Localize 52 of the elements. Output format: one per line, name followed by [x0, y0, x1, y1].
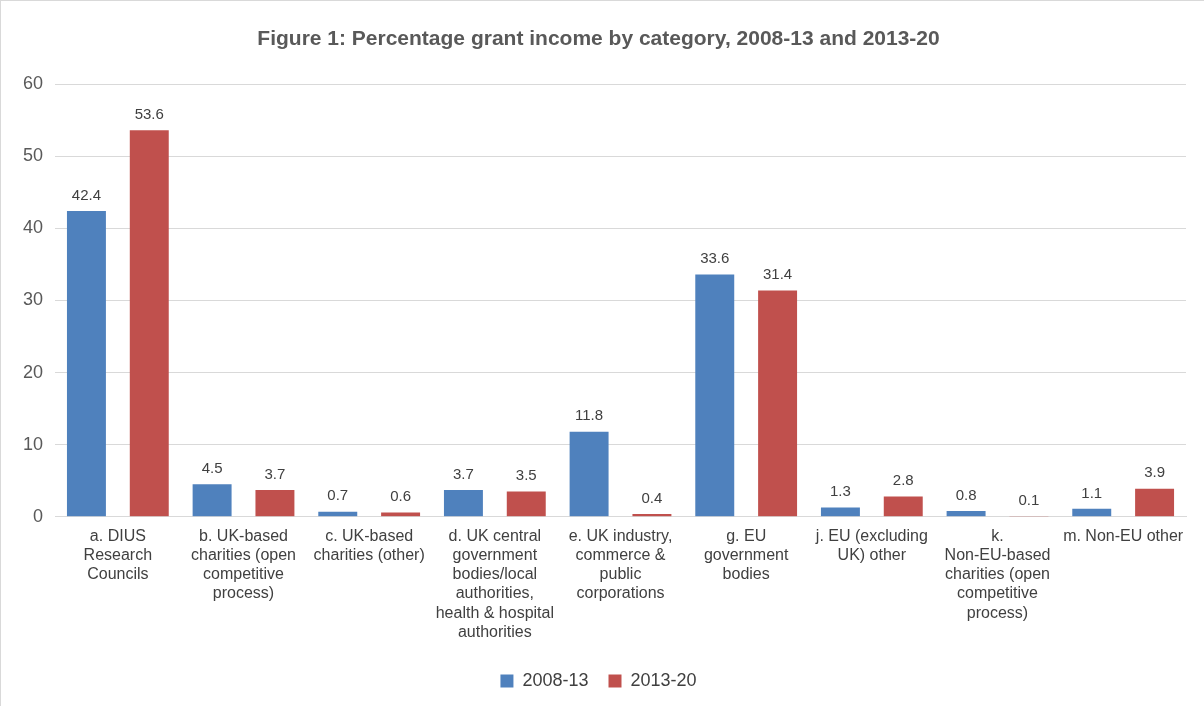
x-tick-label: d. UK central government bodies/local authorities, health & hospital authorities — [435, 526, 554, 640]
bar — [820, 507, 860, 517]
data-label: 53.6 — [134, 104, 164, 122]
bar — [443, 490, 483, 517]
bar — [569, 431, 609, 517]
data-label: 42.4 — [71, 185, 102, 203]
legend-label: 2008-13 — [522, 669, 589, 690]
bar — [1135, 488, 1175, 517]
data-label: 31.4 — [762, 265, 793, 283]
chart-title: Figure 1: Percentage grant income by category, 2008-13 and 2013-20 — [257, 26, 940, 50]
bar — [1072, 508, 1112, 517]
bar — [192, 484, 232, 517]
legend-label: 2013-20 — [630, 669, 697, 690]
bar — [946, 511, 986, 517]
bar — [883, 496, 923, 517]
data-label: 33.6 — [700, 249, 730, 267]
x-tick-label: m. Non-EU other — [1063, 526, 1184, 544]
x-tick-label: a. DIUS Research Councils — [83, 526, 153, 583]
data-label: 2.8 — [892, 471, 914, 489]
y-tick-label: 60 — [22, 73, 44, 94]
data-label: 3.5 — [515, 466, 537, 484]
data-label: 4.5 — [201, 459, 223, 476]
y-tick-label: 30 — [22, 289, 44, 310]
x-tick-label: b. UK-based charities (open competitive process) — [191, 526, 296, 602]
data-label: 0.7 — [327, 486, 349, 504]
data-label: 3.9 — [1144, 463, 1166, 481]
data-label: 1.3 — [829, 482, 851, 500]
y-tick-label: 0 — [33, 505, 44, 526]
y-tick-label: 50 — [22, 145, 44, 166]
x-tick-label: k. Non-EU-based charities (open competitive process) — [944, 526, 1051, 621]
bar — [506, 491, 546, 517]
bar — [129, 130, 169, 517]
bar — [66, 211, 106, 517]
data-label: 3.7 — [453, 464, 474, 482]
x-tick-label: g. EU government bodies — [703, 526, 789, 583]
x-tick-label: j. EU (excluding UK) other — [814, 526, 928, 564]
y-tick-label: 20 — [22, 361, 44, 382]
y-tick-label: 40 — [22, 217, 44, 238]
data-label: 0.1 — [1018, 490, 1040, 508]
data-label: 1.1 — [1081, 483, 1103, 501]
bar — [695, 274, 735, 517]
data-label: 3.7 — [264, 464, 286, 482]
x-tick-label: c. UK-based charities (other) — [313, 526, 425, 564]
bar — [381, 512, 421, 517]
x-tick-label: e. UK industry, commerce & public corporations — [568, 526, 673, 602]
data-label: 0.6 — [390, 487, 412, 505]
y-tick-label: 10 — [22, 433, 44, 454]
bar — [255, 490, 295, 517]
data-label: 0.4 — [641, 488, 663, 506]
data-label: 0.8 — [955, 485, 977, 503]
bar — [758, 290, 798, 517]
data-label: 11.8 — [575, 406, 604, 424]
